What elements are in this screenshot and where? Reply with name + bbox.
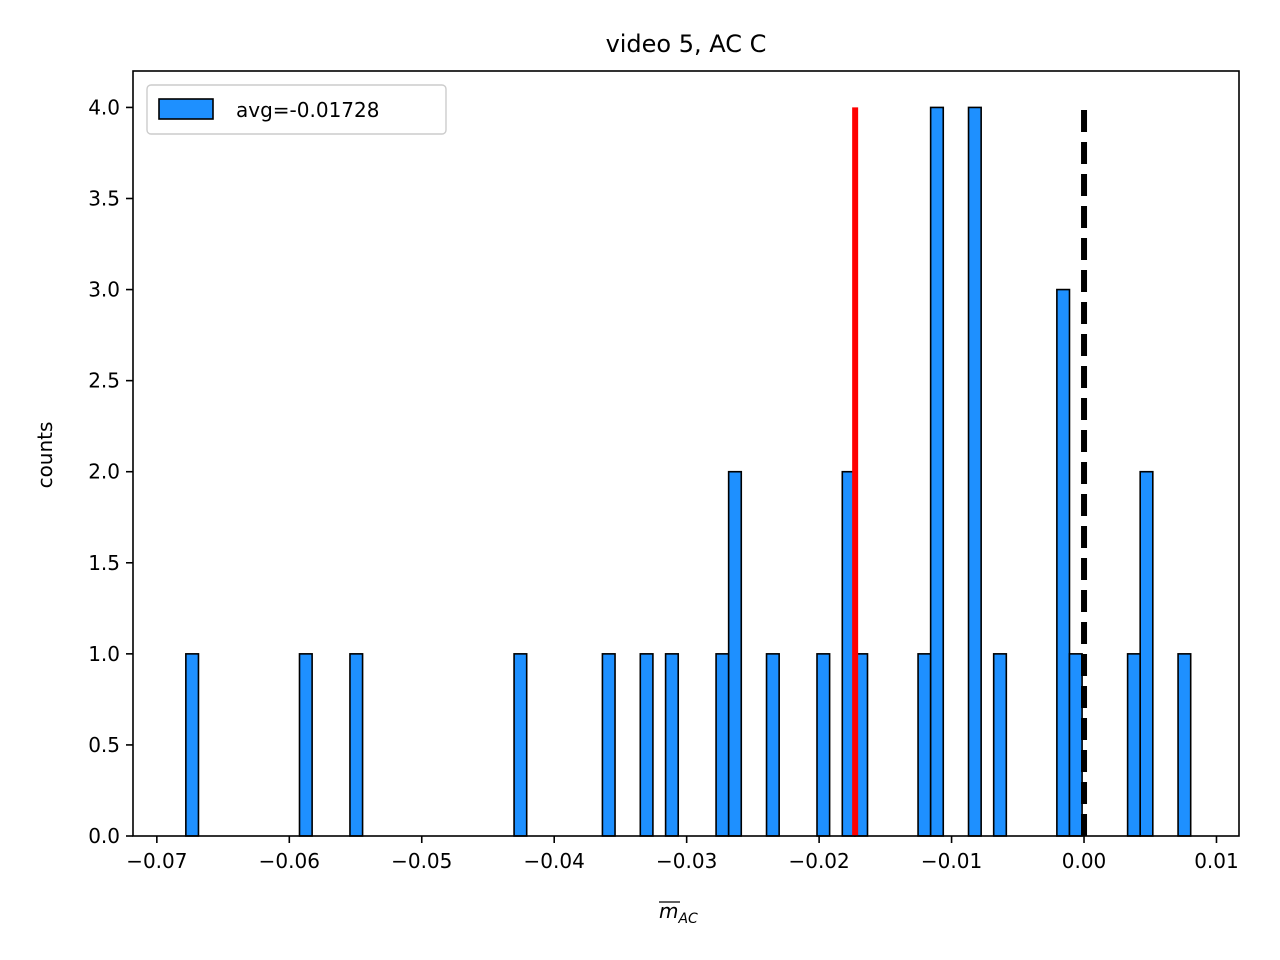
x-tick-label: −0.02 — [788, 849, 849, 873]
y-tick-label: 4.0 — [88, 95, 120, 119]
histogram-bar — [765, 653, 780, 837]
histogram-bar — [816, 653, 831, 837]
x-tick-label: 0.01 — [1194, 849, 1239, 873]
x-tick-label: −0.01 — [921, 849, 982, 873]
histogram-bar — [639, 653, 654, 837]
histogram-bar — [601, 653, 616, 837]
histogram-bar — [715, 653, 730, 837]
histogram-bar — [298, 653, 313, 837]
legend-label: avg=-0.01728 — [236, 98, 379, 122]
y-tick-label: 1.5 — [88, 551, 120, 575]
x-tick-label: −0.05 — [391, 849, 452, 873]
reference-lines — [852, 107, 1088, 836]
histogram-bar — [1068, 653, 1083, 837]
y-tick-label: 0.0 — [88, 824, 120, 848]
histogram-bars — [185, 106, 1192, 837]
x-tick-label: 0.00 — [1062, 849, 1107, 873]
svg-text:mAC: mAC — [659, 899, 698, 927]
histogram-bar — [1139, 470, 1154, 837]
x-tick-label: −0.04 — [524, 849, 585, 873]
histogram-bar — [1126, 653, 1142, 837]
histogram-bar — [349, 653, 364, 837]
x-axis-ticks: −0.07 −0.06 −0.05 −0.04 −0.03 −0.02 −0.01 0.00 0… — [126, 836, 1239, 873]
histogram-bar — [929, 106, 945, 837]
histogram-bar — [1177, 653, 1192, 837]
x-axis-label-base: m — [659, 899, 678, 923]
histogram-bar — [992, 653, 1008, 837]
histogram-bar — [185, 653, 200, 837]
x-axis-label: mAC — [659, 899, 698, 927]
y-tick-label: 3.0 — [88, 278, 120, 302]
legend: avg=-0.01728 — [146, 84, 447, 135]
histogram-bar — [727, 470, 743, 837]
x-tick-label: −0.03 — [656, 849, 717, 873]
y-axis-label: counts — [33, 422, 57, 489]
x-tick-label: −0.06 — [259, 849, 320, 873]
y-tick-label: 1.0 — [88, 642, 120, 666]
y-axis-ticks: 0.0 0.5 1.0 1.5 2.0 2.5 3.0 3.5 4.0 — [88, 95, 133, 848]
y-tick-label: 2.0 — [88, 460, 120, 484]
legend-swatch — [158, 98, 214, 120]
histogram-bar — [917, 653, 932, 837]
chart-title: video 5, AC C — [606, 30, 767, 58]
histogram-bar — [664, 653, 680, 837]
legend-box — [146, 84, 447, 135]
x-tick-label: −0.07 — [126, 849, 187, 873]
histogram-bar — [1056, 288, 1071, 837]
y-tick-label: 3.5 — [88, 187, 120, 211]
y-tick-label: 0.5 — [88, 733, 120, 757]
histogram-bar — [513, 653, 528, 837]
y-tick-label: 2.5 — [88, 369, 120, 393]
x-axis-label-subscript: AC — [677, 911, 698, 927]
histogram-bar — [967, 106, 982, 837]
